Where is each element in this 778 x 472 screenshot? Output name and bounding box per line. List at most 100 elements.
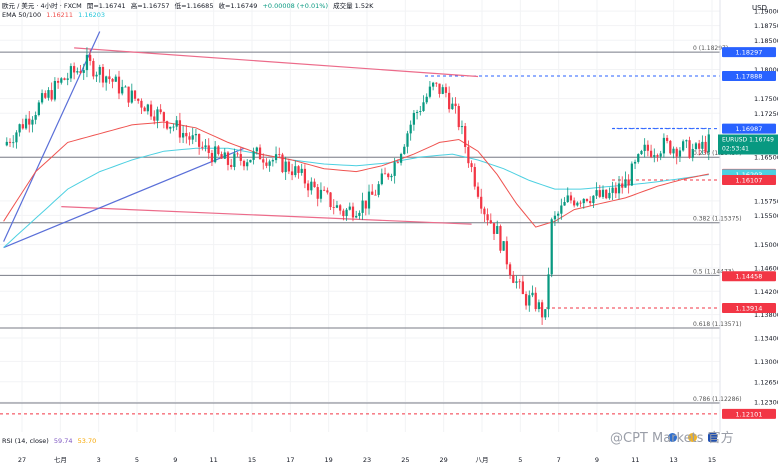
eu-flag-icon[interactable] [688, 433, 698, 442]
candle-body [53, 80, 57, 100]
candle-body [534, 292, 537, 310]
rsi-legend: RSI (14, close) 59.74 53.70 [2, 437, 99, 445]
price-tick-label: 1.16500 [754, 154, 778, 162]
candle-body [198, 134, 201, 147]
time-tick-label: 9 [595, 456, 599, 464]
event-icons [668, 427, 723, 446]
price-tick-label: 1.15000 [754, 241, 778, 249]
candle-body [448, 92, 451, 110]
candle-body [573, 200, 576, 206]
rsi-label[interactable]: RSI (14, close) [2, 437, 49, 445]
candle-body [50, 90, 53, 100]
price-badge-text: 1.16203 [736, 171, 763, 179]
candle-body [185, 132, 188, 137]
candle-body [169, 126, 172, 129]
current-price-tag [718, 134, 778, 155]
price-badge-text: 1.12101 [736, 410, 763, 418]
candle-body [569, 195, 573, 201]
candle-body [438, 83, 441, 94]
candles [5, 47, 710, 325]
change-value: +0.00008 (+0.01%) [262, 2, 328, 10]
candle-body [108, 76, 111, 80]
candle-body [492, 223, 496, 234]
candle-body [332, 207, 335, 208]
candle-body [592, 195, 595, 204]
candle-body [585, 198, 589, 202]
candle-body [149, 104, 153, 117]
candle-body [435, 82, 438, 84]
candle-body [278, 154, 281, 155]
price-badge-text: 1.16987 [736, 125, 763, 133]
candle-body [89, 54, 92, 61]
candle-body [630, 163, 633, 186]
candle-body [637, 154, 640, 162]
candle-body [701, 141, 704, 149]
trendlines [3, 31, 709, 249]
candle-body [662, 137, 666, 154]
price-tick-label: 1.15750 [754, 197, 778, 205]
candle-body [496, 226, 499, 234]
moving-averages [3, 121, 709, 248]
price-tick-label: 1.13800 [754, 311, 778, 319]
price-badge-text: 1.13914 [736, 305, 763, 313]
candle-body [489, 220, 492, 224]
candle-body [137, 98, 140, 101]
candle-body [531, 292, 534, 296]
symbol-row: 欧元 / 美元 · 4小时 · FXCM 開=1.16741 高=1.16757… [2, 2, 376, 11]
candle-body [691, 148, 694, 158]
candle-body [576, 202, 579, 206]
candle-body [217, 146, 220, 155]
candle-body [15, 132, 18, 143]
candle-body [255, 147, 258, 152]
price-tick-label: 1.19000 [754, 8, 778, 16]
candle-body [303, 168, 307, 184]
candle-body [355, 215, 358, 218]
candle-body [358, 212, 361, 216]
candle-body [377, 184, 380, 195]
symbol-name[interactable]: 欧元 / 美元 · 4小时 · FXCM [2, 2, 82, 10]
price-tick-label: 1.17500 [754, 95, 778, 103]
watermark: @CPT Markets 官方 [610, 431, 734, 446]
candle-body [502, 241, 505, 251]
candle-body [512, 275, 515, 283]
time-tick-label: 29 [440, 456, 448, 464]
candle-body [698, 143, 701, 149]
candle-body [21, 124, 24, 129]
time-tick-label: 23 [363, 456, 371, 464]
ema-row: EMA 50/100 1.16211 1.16203 [2, 11, 376, 20]
candle-body [399, 153, 403, 163]
candle-body [95, 74, 98, 77]
candle-body [76, 71, 79, 73]
candle-body [624, 179, 627, 188]
candle-body [656, 155, 659, 157]
price-badge [722, 303, 776, 314]
us-flag-icon[interactable] [668, 433, 677, 442]
candle-body [425, 96, 428, 103]
candle-body [582, 198, 585, 204]
candle-body [236, 153, 239, 155]
ema-label[interactable]: EMA 50/100 [2, 11, 42, 19]
price-tick-label: 1.12650 [754, 378, 778, 386]
price-badge [722, 123, 776, 134]
candle-body [300, 168, 303, 173]
candle-body [659, 153, 662, 157]
candle-body [246, 162, 249, 167]
candle-body [595, 190, 598, 196]
candle-body [486, 214, 489, 221]
time-tick-label: 7 [557, 456, 561, 464]
candle-body [329, 192, 332, 208]
price-badge [722, 47, 776, 58]
candle-body [675, 148, 678, 157]
fibonacci-levels: 0 (1.18297) 0.236 (1.16497) 0.382 (1.15375… [0, 45, 742, 415]
price-axis: 1.19000 1.18750 1.18500 1.18000 1.17500 1.172… [719, 0, 778, 432]
rising-support-line [3, 31, 101, 242]
candle-body [214, 146, 217, 163]
candle-body [508, 264, 512, 276]
fib-level-label: 0.618 (1.13571) [693, 321, 742, 328]
candle-body [627, 179, 630, 186]
candle-body [560, 205, 563, 214]
candle-body [422, 102, 425, 112]
lock-icon[interactable] [708, 433, 718, 442]
